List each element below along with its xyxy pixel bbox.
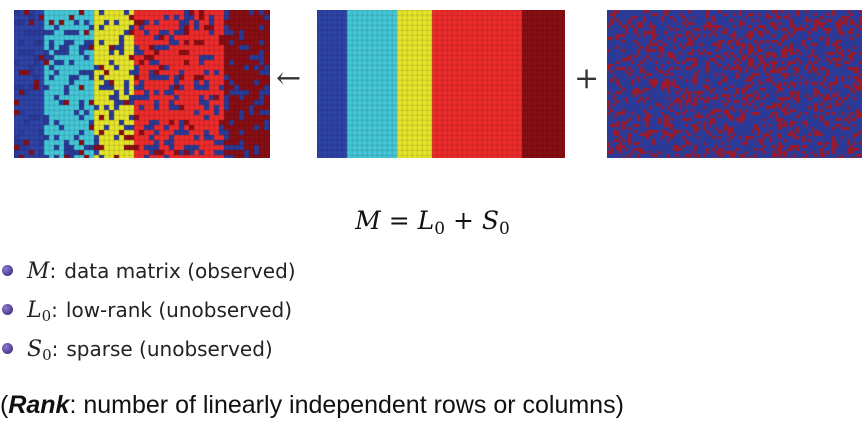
bullet-icon — [2, 343, 13, 354]
legend-text: low-rank (unobserved) — [65, 298, 293, 322]
left-arrow-operator: ← — [276, 61, 302, 96]
equation-l-subscript: 0 — [434, 219, 446, 239]
equation-s: S — [481, 206, 500, 235]
bullet-icon — [2, 265, 13, 276]
low-rank-matrix — [317, 10, 565, 158]
legend-list: M: data matrix (observed) L0: low-rank (… — [0, 259, 296, 376]
sparse-matrix — [607, 10, 862, 158]
legend-item-m: M: data matrix (observed) — [0, 259, 296, 298]
legend-item-l0: L0: low-rank (unobserved) — [0, 298, 296, 337]
legend-symbol: M — [27, 259, 50, 284]
equation-m: M — [355, 206, 381, 235]
legend-text: sparse (unobserved) — [66, 337, 273, 361]
legend-symbol: S0 — [27, 337, 52, 364]
equation-plus: + — [452, 206, 474, 235]
equation-equals: = — [388, 206, 410, 235]
decomposition-equation: M = L0 + S0 — [0, 206, 865, 239]
observed-data-matrix — [14, 10, 270, 158]
legend-symbol: L0 — [27, 298, 52, 325]
equation-s-subscript: 0 — [499, 219, 510, 239]
legend-item-s0: S0: sparse (unobserved) — [0, 337, 296, 376]
bullet-icon — [2, 304, 13, 315]
rank-term: Rank — [8, 391, 70, 419]
rank-note: (Rank: number of linearly independent ro… — [0, 391, 624, 419]
legend-text: data matrix (observed) — [64, 259, 296, 283]
equation-l: L — [417, 206, 435, 235]
plus-operator: + — [574, 61, 600, 96]
